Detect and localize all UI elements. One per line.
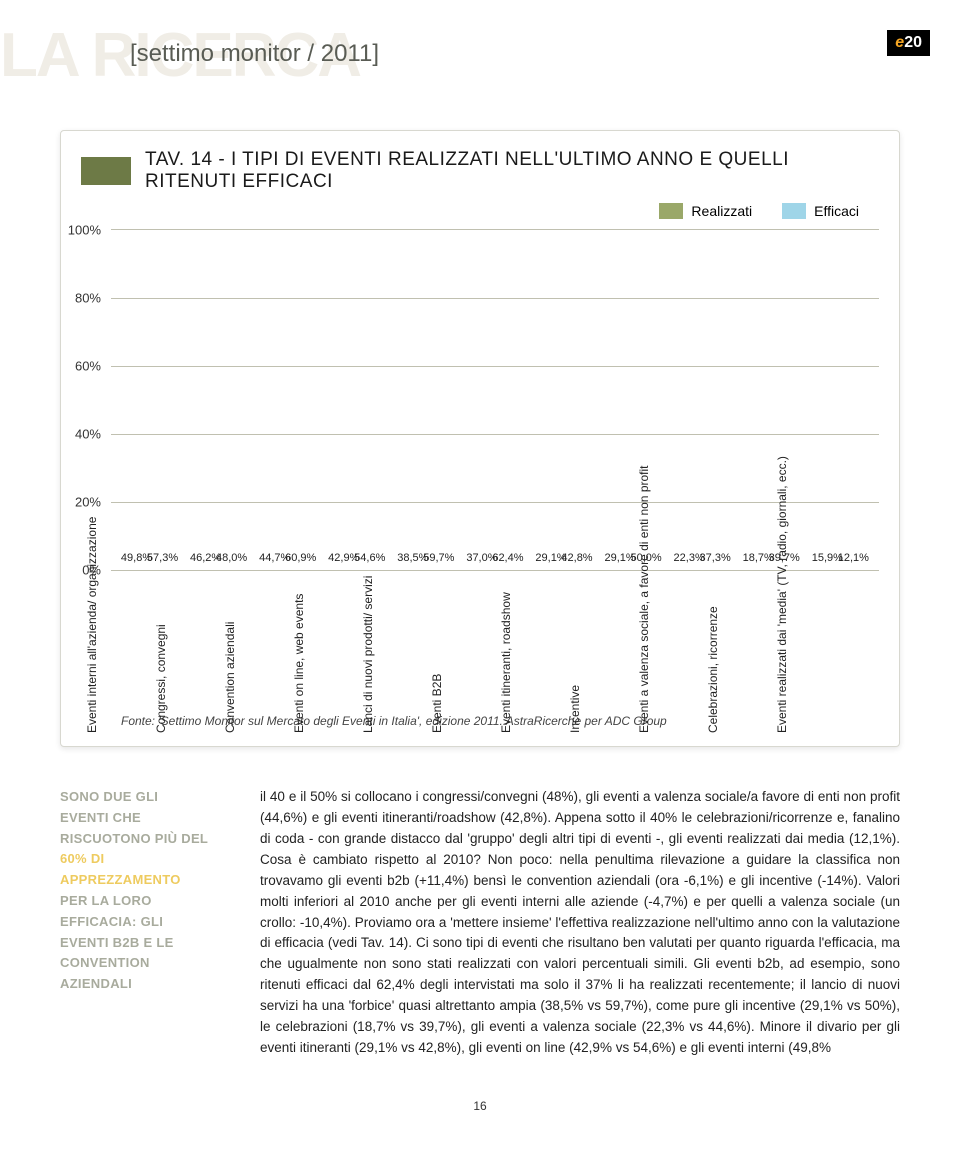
chart-card: TAV. 14 - I TIPI DI EVENTI REALIZZATI NE… xyxy=(60,130,900,747)
legend-swatch-efficaci xyxy=(782,203,806,219)
bars-row: 49,8%57,3%46,2%48,0%44,7%60,9%42,9%54,6%… xyxy=(111,230,879,570)
sidebar-line: eventi b2b e le xyxy=(60,933,230,954)
sidebar-line: apprezzamento xyxy=(60,870,230,891)
sidebar-line: riscuotono più del xyxy=(60,829,230,850)
sidebar-line: 60% di xyxy=(60,849,230,870)
x-tick-label: Eventi realizzati dai 'media' (TV, radio… xyxy=(775,673,905,733)
y-tick-label: 100% xyxy=(61,223,101,238)
sidebar-callout: Sono due glieventi cheriscuotono più del… xyxy=(60,787,230,1059)
chart-title-row: TAV. 14 - I TIPI DI EVENTI REALIZZATI NE… xyxy=(61,131,899,203)
sidebar-line: per la loro xyxy=(60,891,230,912)
chart-title-swatch xyxy=(81,157,131,185)
bar-value-label: 60,9% xyxy=(285,552,316,564)
bar-value-label: 48,0% xyxy=(216,552,247,564)
gridline xyxy=(111,434,879,435)
sidebar-line: Sono due gli xyxy=(60,787,230,808)
legend-label-efficaci: Efficaci xyxy=(814,203,859,219)
page-header: LA RICERCA [settimo monitor / 2011] e20 xyxy=(60,40,900,110)
chart-plot-area: 49,8%57,3%46,2%48,0%44,7%60,9%42,9%54,6%… xyxy=(111,229,879,570)
legend-label-realizzati: Realizzati xyxy=(691,203,752,219)
gridline xyxy=(111,298,879,299)
logo-20: 20 xyxy=(904,34,922,51)
header-title: [settimo monitor / 2011] xyxy=(130,40,379,68)
sidebar-line: convention xyxy=(60,953,230,974)
y-tick-label: 40% xyxy=(61,427,101,442)
bar-value-label: 42,8% xyxy=(561,552,592,564)
gridline xyxy=(111,502,879,503)
logo-badge: e20 xyxy=(887,30,930,56)
sidebar-line: eventi che xyxy=(60,808,230,829)
logo-e: e xyxy=(895,34,904,51)
legend-item-realizzati: Realizzati xyxy=(659,203,752,219)
body-columns: Sono due glieventi cheriscuotono più del… xyxy=(60,787,900,1059)
y-tick-label: 60% xyxy=(61,359,101,374)
bar-value-label: 62,4% xyxy=(492,552,523,564)
bar-value-label: 37,3% xyxy=(700,552,731,564)
y-tick-label: 20% xyxy=(61,495,101,510)
chart-title: TAV. 14 - I TIPI DI EVENTI REALIZZATI NE… xyxy=(145,149,879,193)
bar-value-label: 12,1% xyxy=(838,552,869,564)
body-paragraph: il 40 e il 50% si collocano i congressi/… xyxy=(260,787,900,1059)
gridline xyxy=(111,570,879,571)
page-number: 16 xyxy=(60,1099,900,1113)
sidebar-line: efficacia: gli xyxy=(60,912,230,933)
sidebar-line: aziendali xyxy=(60,974,230,995)
legend-swatch-realizzati xyxy=(659,203,683,219)
gridline xyxy=(111,366,879,367)
x-axis-labels: Eventi interni all'azienda/ organizzazio… xyxy=(111,578,879,708)
chart-legend: Realizzati Efficaci xyxy=(61,203,899,229)
bar-value-label: 57,3% xyxy=(147,552,178,564)
bar-value-label: 59,7% xyxy=(423,552,454,564)
legend-item-efficaci: Efficaci xyxy=(782,203,859,219)
y-tick-label: 80% xyxy=(61,291,101,306)
bar-value-label: 54,6% xyxy=(354,552,385,564)
